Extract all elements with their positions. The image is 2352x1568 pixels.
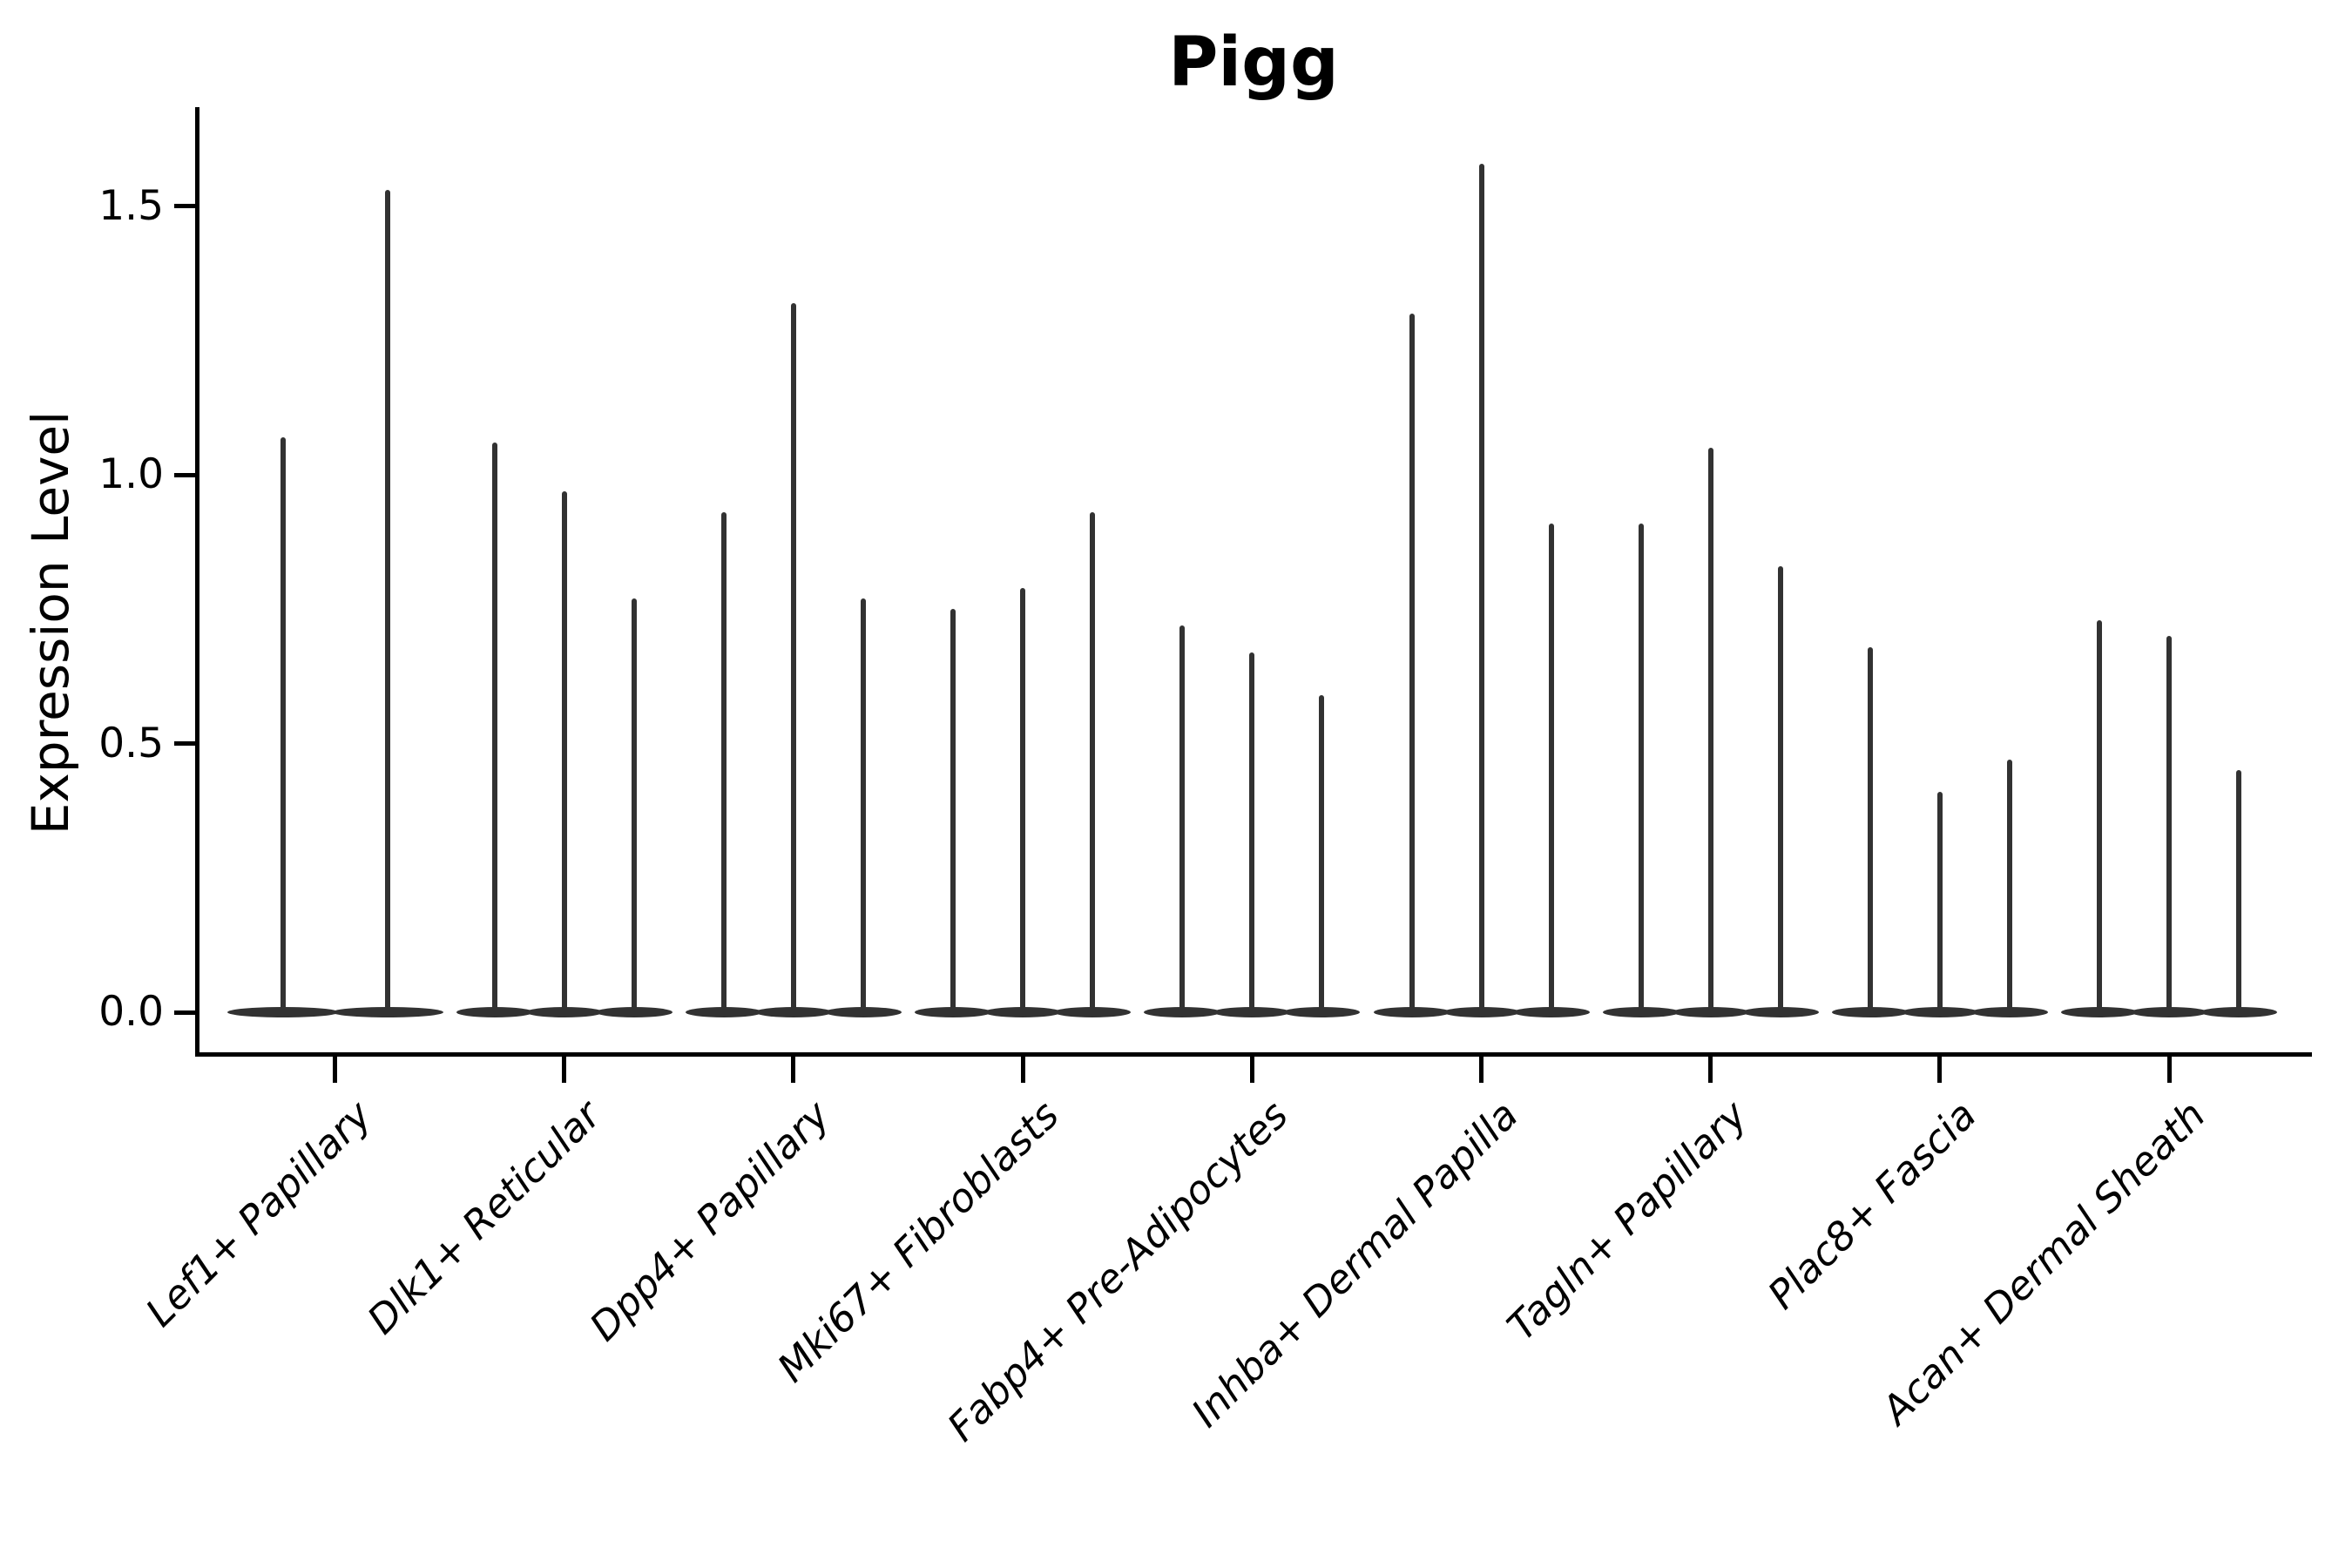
violin-spike bbox=[2006, 760, 2012, 1017]
violin-spike bbox=[631, 598, 637, 1017]
y-tick-mark bbox=[174, 741, 195, 747]
x-tick-label: Plac8+ Fascia bbox=[1758, 1092, 1985, 1319]
x-tick-label: Dpp4+ Papillary bbox=[580, 1092, 839, 1350]
violin-spike bbox=[1478, 163, 1484, 1017]
violin-spike bbox=[2166, 636, 2173, 1017]
violin-spike bbox=[1548, 523, 1554, 1017]
x-tick-mark bbox=[562, 1055, 567, 1083]
violin-spike bbox=[491, 443, 497, 1017]
violin-spike bbox=[1409, 314, 1415, 1017]
violin-spike bbox=[860, 598, 866, 1017]
violin-spike bbox=[1867, 646, 1873, 1017]
y-tick-label: 1.0 bbox=[98, 450, 164, 499]
x-tick-label: Acan+ Dermal Sheath bbox=[1872, 1092, 2214, 1434]
x-tick-mark bbox=[1937, 1055, 1943, 1083]
y-axis-spine bbox=[195, 107, 199, 1057]
x-tick-mark bbox=[1708, 1055, 1713, 1083]
violin-spike bbox=[1020, 587, 1026, 1017]
x-tick-mark bbox=[1020, 1055, 1025, 1083]
chart-title: Pigg bbox=[1168, 24, 1339, 102]
x-tick-label: Inhba+ Dermal Papilla bbox=[1182, 1092, 1527, 1436]
x-tick-mark bbox=[791, 1055, 796, 1083]
violin-spike bbox=[1090, 512, 1096, 1017]
violin-spike bbox=[950, 609, 956, 1017]
x-tick-label: Fabp4+ Pre-Adipocytes bbox=[938, 1092, 1298, 1450]
x-tick-label: Mki67+ Fibroblasts bbox=[768, 1092, 1068, 1391]
violin-spike bbox=[790, 302, 796, 1017]
violin-spike bbox=[1936, 792, 1943, 1017]
violin-spike bbox=[561, 490, 567, 1017]
y-tick-label: 0.5 bbox=[98, 719, 164, 767]
y-tick-mark bbox=[174, 1010, 195, 1015]
violin-spike bbox=[280, 437, 286, 1017]
violin-spike bbox=[720, 512, 727, 1017]
x-tick-label: Tagln+ Papillary bbox=[1497, 1092, 1756, 1350]
violin-spike bbox=[1777, 566, 1783, 1017]
violin-spike bbox=[1249, 652, 1255, 1017]
violin-spike bbox=[1707, 448, 1713, 1017]
y-tick-label: 0.0 bbox=[98, 988, 164, 1036]
y-tick-mark bbox=[174, 472, 195, 477]
y-tick-label: 1.5 bbox=[98, 181, 164, 230]
x-tick-mark bbox=[1249, 1055, 1254, 1083]
violin-spike bbox=[1638, 523, 1644, 1017]
x-tick-label: Dlk1+ Reticular bbox=[358, 1092, 610, 1343]
y-tick-mark bbox=[174, 204, 195, 209]
x-tick-mark bbox=[333, 1055, 337, 1083]
violin-spike bbox=[2097, 619, 2103, 1017]
violin-spike bbox=[384, 190, 390, 1017]
violin-spike bbox=[1319, 695, 1325, 1017]
violin-spike bbox=[2236, 770, 2242, 1017]
x-axis-spine bbox=[195, 1052, 2312, 1057]
x-tick-mark bbox=[2166, 1055, 2172, 1083]
x-tick-mark bbox=[1479, 1055, 1484, 1083]
violin-spike bbox=[1179, 625, 1186, 1017]
